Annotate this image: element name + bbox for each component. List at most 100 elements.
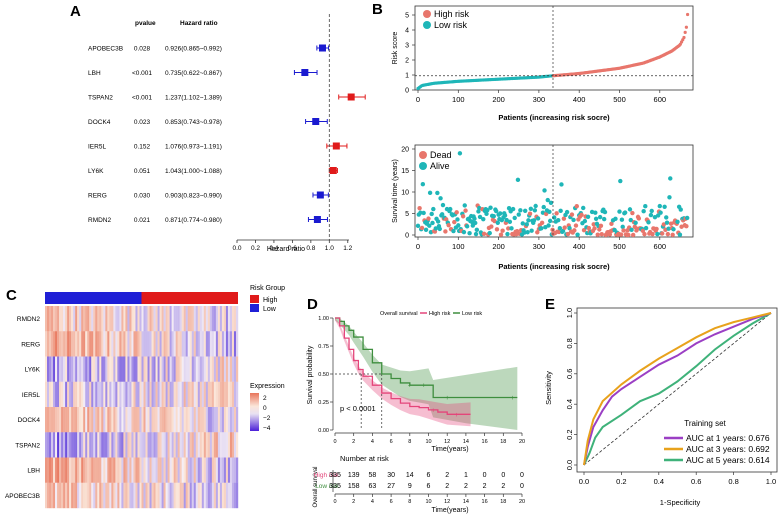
heatmap-cell [141, 432, 144, 458]
roc-xlabel: 1-Specificity [660, 498, 701, 507]
heatmap-cell [129, 482, 132, 509]
dead-point [446, 222, 451, 228]
heatmap-cell [83, 356, 86, 382]
heatmap-cell [183, 381, 186, 408]
heatmap-cell [71, 457, 74, 483]
heatmap-cell [227, 356, 231, 382]
alive-point [485, 208, 490, 213]
heatmap-cell [131, 306, 134, 332]
heatmap-cell [91, 457, 94, 483]
heatmap-cell [89, 356, 92, 382]
heatmap-cell [73, 432, 76, 458]
heatmap-cell [103, 306, 106, 332]
heatmap-cell [97, 356, 100, 382]
heatmap-cell [231, 381, 235, 408]
heatmap-cell [187, 457, 190, 483]
heatmap-cell [203, 381, 207, 408]
heatmap-cell [235, 381, 239, 408]
heatmap-cell [59, 381, 62, 408]
heatmap-cell [187, 306, 190, 332]
km-y-tick-label: 0.25 [318, 400, 329, 406]
heatmap-cell [65, 306, 68, 332]
heatmap-cell [129, 407, 132, 433]
heatmap-cell [209, 432, 213, 458]
heatmap-cell [159, 331, 162, 357]
heatmap-cell [217, 457, 221, 483]
heatmap-cell [203, 407, 207, 433]
heatmap-cell [149, 432, 152, 458]
heatmap-cell [45, 331, 48, 357]
alive-point [451, 228, 456, 234]
risk-table-x-tick-label: 16 [482, 499, 488, 505]
heatmap-cell [211, 331, 215, 357]
heatmap-cell [155, 457, 158, 483]
heatmap-cell [89, 432, 92, 458]
heatmap-cell [165, 306, 168, 332]
heatmap-cell [233, 356, 237, 382]
roc-ylabel: Sensitivity [544, 371, 553, 405]
heatmap-cell [45, 457, 48, 483]
forest-pvalue: <0.001 [132, 70, 152, 77]
heatmap-cell [225, 432, 229, 458]
alive-point [585, 214, 591, 220]
survival-y-tick-label: 5 [405, 211, 409, 218]
heatmap-cell [151, 407, 154, 433]
dead-point [565, 231, 571, 237]
heatmap-cell [85, 331, 88, 357]
heatmap-cell [99, 432, 102, 458]
km-x-tick-label: 2 [352, 439, 355, 445]
heatmap-cell [213, 331, 217, 357]
heatmap-cell [87, 407, 90, 433]
heatmap-cell [163, 457, 166, 483]
heatmap-cell [207, 331, 211, 357]
heatmap-cell [49, 306, 52, 332]
heatmap-cell [163, 482, 166, 509]
risk-table-xlabel: Time(years) [431, 507, 468, 514]
heatmap-cell [233, 381, 237, 408]
heatmap-cell [157, 457, 160, 483]
panel-label-b: B [372, 1, 383, 18]
heatmap-cell [193, 381, 196, 408]
heatmap-cell [191, 306, 194, 332]
heatmap-cell [167, 432, 170, 458]
survival-status-plot: 0 100 200 300 400 500 600 0 5 10 15 20 Survival tim… [392, 144, 694, 271]
dead-point [684, 223, 689, 229]
heatmap-cell [103, 482, 106, 509]
heatmap-cell [115, 381, 118, 408]
heatmap-cell [121, 407, 124, 433]
heatmap-cell [143, 381, 146, 408]
heatmap-cell [211, 482, 215, 509]
heatmap-cell [177, 432, 180, 458]
heatmap-cell [189, 407, 192, 433]
heatmap-cell [133, 306, 136, 332]
dead-point [665, 231, 671, 237]
heatmap-cell [61, 381, 64, 408]
heatmap-cell [73, 356, 76, 382]
heatmap-cell [117, 457, 120, 483]
heatmap-cell [219, 356, 223, 382]
heatmap-cell [55, 482, 58, 509]
heatmap-cell [105, 331, 108, 357]
km-y-tick-label: 1.00 [318, 316, 329, 322]
alive-point [668, 176, 673, 181]
dead-point [454, 210, 459, 215]
heatmap-cell [223, 381, 227, 408]
heatmap-cell [161, 306, 164, 332]
heatmap-cell [213, 457, 217, 483]
heatmap-cell [147, 457, 150, 483]
legend-high-risk: High risk [434, 9, 470, 19]
heatmap-cell [215, 407, 219, 433]
heatmap-cell [119, 432, 122, 458]
heatmap-cell [83, 432, 86, 458]
heatmap-cell [157, 407, 160, 433]
alive-point [535, 216, 541, 221]
heatmap-cell [177, 356, 180, 382]
alive-point [558, 208, 563, 214]
heatmap-cell [89, 457, 92, 483]
alive-point [675, 219, 680, 225]
heatmap-cell [67, 482, 70, 509]
heatmap-cell [55, 306, 58, 332]
alive-point [677, 232, 683, 237]
roc-legend-title: Training set [684, 419, 726, 428]
heatmap-cell [107, 457, 110, 483]
